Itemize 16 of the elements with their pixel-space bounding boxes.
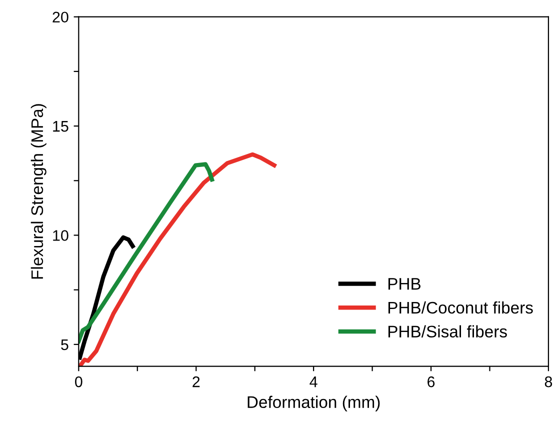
line-series: [78, 152, 276, 366]
x-tick-label: 6: [428, 376, 435, 388]
y-tick-label: 15: [53, 121, 68, 132]
legend-label: PHB: [388, 278, 420, 290]
x-tick-label: 4: [310, 376, 318, 388]
x-axis-title: Deformation (mm): [248, 396, 380, 412]
x-tick-label: 0: [75, 376, 82, 388]
y-tick-label: 5: [61, 339, 68, 350]
y-tick-label: 10: [53, 230, 68, 241]
y-tick-label: 20: [52, 12, 68, 23]
x-tick-label: 8: [544, 376, 552, 388]
y-axis-title: Flexural Strength (MPa): [30, 104, 46, 279]
x-tick-label: 2: [192, 376, 200, 388]
legend-label: PHB/Sisal fibers: [388, 325, 507, 338]
legend-label: PHB/Coconut fibers: [388, 301, 533, 314]
line-series: [78, 162, 214, 344]
